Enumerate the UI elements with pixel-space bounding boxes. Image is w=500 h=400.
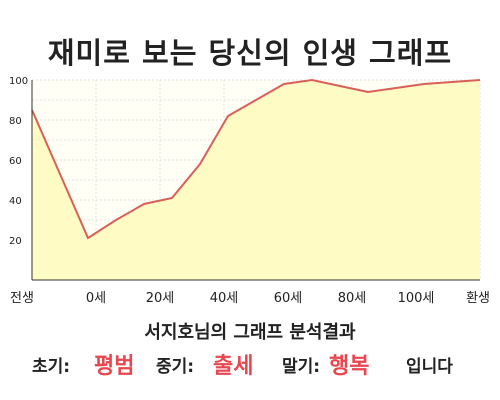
chart-title: 재미로 보는 당신의 인생 그래프 bbox=[47, 36, 453, 70]
x-tick-label: 40세 bbox=[210, 291, 239, 306]
x-tick-label: 전생 bbox=[10, 291, 34, 306]
life-line-series bbox=[31, 78, 481, 240]
mid-value: 출세 bbox=[213, 354, 254, 379]
x-tick-label: 20세 bbox=[146, 291, 175, 306]
x-tick-label: 80세 bbox=[338, 291, 367, 306]
x-tick-label: 100세 bbox=[398, 291, 435, 306]
x-tick-label: 60세 bbox=[274, 291, 303, 306]
late-label: 말기: bbox=[282, 357, 321, 377]
y-tick-label: 100 bbox=[9, 76, 28, 87]
y-tick-label: 60 bbox=[9, 156, 22, 167]
y-tick-label: 20 bbox=[9, 236, 22, 247]
result-suffix: 입니다 bbox=[406, 357, 453, 377]
early-label: 초기: bbox=[32, 357, 71, 377]
late-value: 행복 bbox=[329, 354, 370, 379]
x-tick-label: 환생 bbox=[466, 291, 490, 306]
y-tick-label: 40 bbox=[9, 196, 22, 207]
life-graph-chart: 20 40 60 80 100 전생 0세 20세 40세 60세 80세 100세 환생 bbox=[9, 76, 490, 306]
life-area-fill bbox=[32, 80, 480, 280]
y-tick-label: 80 bbox=[9, 116, 22, 127]
x-tick-label: 0세 bbox=[86, 291, 106, 306]
early-value: 평범 bbox=[94, 354, 135, 379]
result-line: 초기: 평범 중기: 출세 말기: 행복 입니다 bbox=[0, 346, 500, 386]
mid-label: 중기: bbox=[156, 357, 195, 377]
analysis-title: 서지호님의 그래프 분석결과 bbox=[144, 322, 356, 343]
